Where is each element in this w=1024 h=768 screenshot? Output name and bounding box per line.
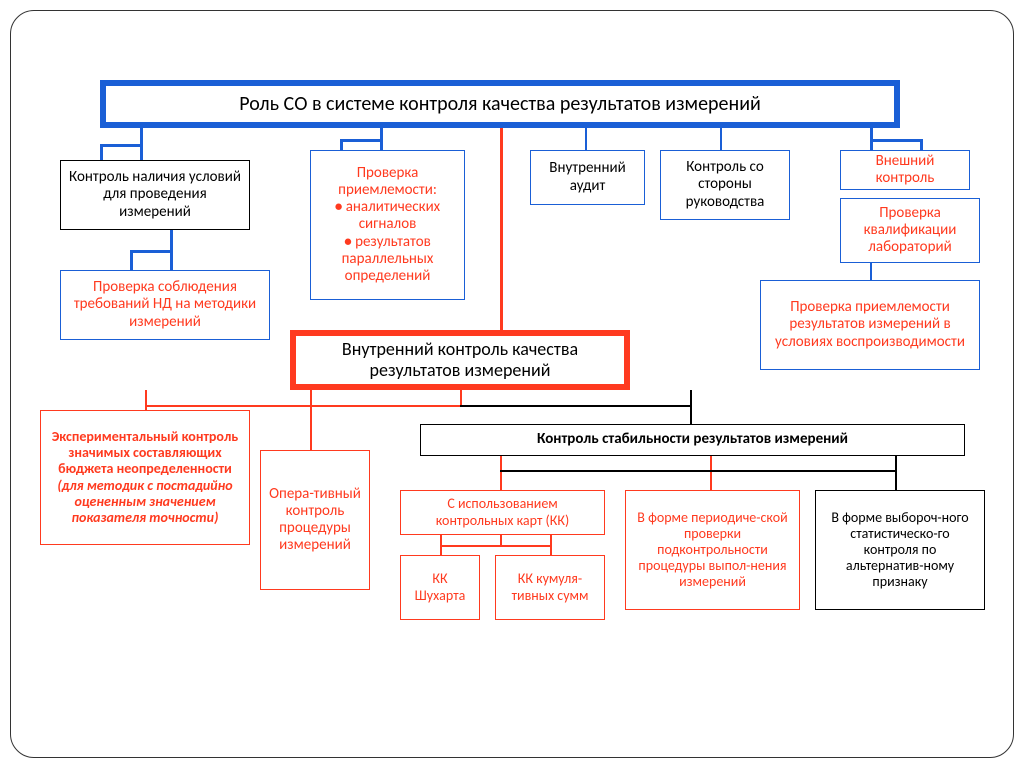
connector — [500, 128, 503, 330]
connector — [920, 139, 923, 150]
connector — [690, 390, 692, 424]
node-n4: Внутренний аудит — [530, 150, 645, 205]
connector — [130, 250, 133, 270]
connector — [585, 128, 587, 150]
node-n3-head: Проверка приемлемости: — [319, 165, 456, 200]
node-n5: Контроль со стороны руководства — [660, 150, 790, 220]
node-n15: В форме периодиче-ской проверки подконтр… — [625, 490, 800, 610]
node-title: Роль СО в системе контроля качества резу… — [100, 80, 900, 128]
node-n16: В форме выбороч-ного статистическо-го ко… — [815, 490, 985, 610]
connector — [440, 545, 550, 547]
connector — [100, 144, 140, 147]
connector — [870, 139, 920, 142]
node-n8: Проверка приемлемости результатов измере… — [760, 280, 980, 370]
node-n10: Опера-тивный контроль процедуры измерени… — [260, 450, 370, 590]
connector — [720, 128, 722, 150]
connector — [710, 456, 712, 490]
connector — [895, 456, 897, 490]
connector — [145, 405, 460, 407]
connector — [340, 139, 343, 150]
connector — [140, 128, 143, 160]
connector — [145, 390, 147, 410]
node-n9: Экспериментальный контроль значимых сост… — [40, 410, 250, 545]
node-n7: Проверка квалификации лабораторий — [840, 198, 980, 263]
node-n3_b1: • аналитических сигналов — [319, 199, 456, 234]
node-n13: КК Шухарта — [400, 555, 480, 620]
connector — [550, 535, 552, 555]
connector — [340, 139, 380, 142]
bullet-icon: • — [344, 233, 355, 251]
bullet-icon: • — [335, 198, 346, 216]
node-n1: Контроль наличия условий для проведения … — [60, 160, 250, 230]
connector — [310, 390, 312, 450]
connector — [500, 470, 895, 472]
node-n3_b2: • результатов параллельных определений — [319, 234, 456, 286]
node-n3: Проверка приемлемости:• аналитических си… — [310, 150, 465, 300]
connector — [130, 250, 170, 253]
connector — [170, 230, 173, 270]
node-n11: Контроль стабильности результатов измере… — [420, 424, 965, 456]
node-n2: Проверка соблюдения требований НД на мет… — [60, 270, 270, 340]
node-n6: Внешний контроль — [840, 150, 970, 190]
node-main2: Внутренний контроль качества результатов… — [290, 330, 630, 390]
node-n12: С использованием контрольных карт (КК) — [400, 490, 605, 535]
connector — [870, 263, 872, 280]
connector — [460, 390, 462, 405]
node-n14: КК кумуля-тивных сумм — [495, 555, 605, 620]
connector — [460, 405, 690, 407]
connector — [500, 456, 502, 490]
connector — [380, 128, 383, 150]
connector — [100, 144, 103, 160]
connector — [500, 535, 502, 545]
